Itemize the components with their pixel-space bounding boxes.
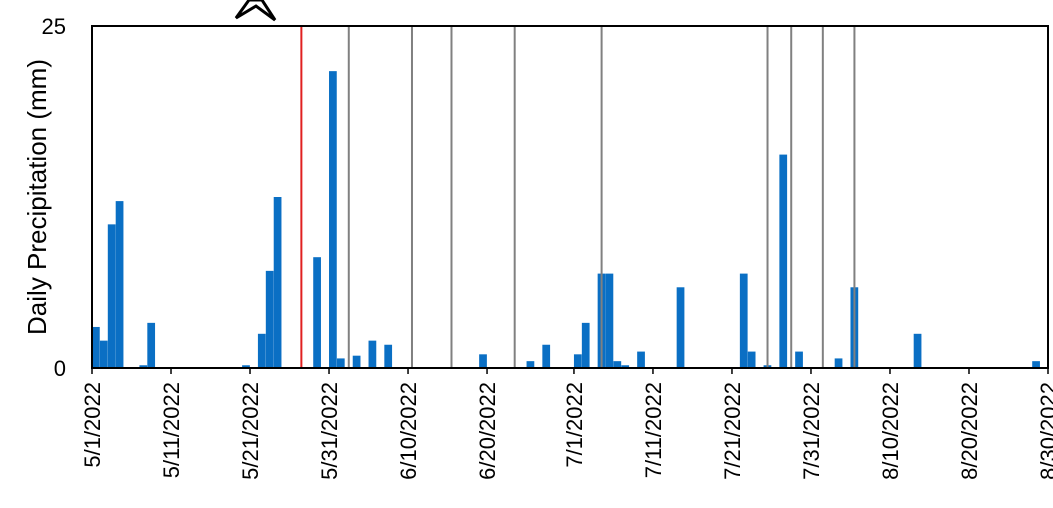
bar-2022-08-13: [913, 333, 922, 368]
bar-2022-06-03: [352, 355, 361, 368]
plot-frame: [91, 25, 1049, 369]
bar-2022-06-19: [479, 354, 487, 368]
bar-2022-05-03: [107, 224, 116, 368]
x-tick-label: 5/21/2022: [238, 382, 263, 480]
x-axis-ticks: 5/1/2022 5/11/2022 5/21/2022 5/31/2022 6/10/…: [80, 368, 1053, 480]
bar-2022-05-23: [265, 270, 274, 368]
bar-2022-06-07: [384, 344, 393, 368]
x-tick-label: 7/21/2022: [720, 382, 745, 480]
y-axis-ticks: 0 25: [42, 14, 66, 381]
bar-2022-07-05: [605, 273, 614, 368]
bar-2022-05-31: [329, 71, 337, 368]
bar-2022-07-29: [795, 351, 803, 368]
bar-2022-05-07: [139, 365, 148, 368]
bar-2022-08-03: [834, 358, 843, 368]
north-arrow-icon: [234, 0, 277, 22]
x-tick-label: 7/31/2022: [799, 382, 824, 480]
bar-2022-05-22: [257, 333, 266, 368]
bars-group: [92, 71, 1040, 368]
y-tick-label: 0: [54, 356, 66, 381]
bar-2022-07-06: [613, 361, 622, 368]
bar-2022-07-22: [739, 273, 748, 368]
y-axis-label: Daily Precipitation (mm): [22, 59, 52, 335]
event-lines-group: [300, 26, 856, 368]
bar-2022-07-01: [573, 354, 582, 368]
bar-2022-07-14: [676, 287, 685, 368]
bar-2022-07-27: [779, 154, 788, 368]
x-tick-label: 6/10/2022: [396, 382, 421, 480]
x-tick-label: 5/1/2022: [80, 382, 105, 468]
bar-2022-06-05: [368, 340, 377, 368]
x-tick-label: 5/11/2022: [159, 382, 184, 478]
x-tick-label: 8/30/2022: [1036, 382, 1053, 480]
bar-2022-06-27: [542, 344, 551, 368]
bar-2022-05-20: [242, 365, 250, 368]
bar-2022-06-25: [526, 361, 535, 368]
x-tick-label: 6/20/2022: [475, 382, 500, 480]
bar-2022-07-23: [747, 351, 756, 368]
bar-2022-07-07: [621, 365, 630, 368]
x-tick-label: 8/10/2022: [878, 382, 903, 480]
bar-2022-05-29: [313, 257, 321, 368]
bar-2022-07-09: [637, 351, 645, 368]
bar-2022-07-02: [581, 322, 590, 368]
bar-2022-05-01: [92, 326, 100, 368]
x-tick-label: 5/31/2022: [317, 382, 342, 480]
bar-2022-05-24: [273, 197, 282, 368]
x-tick-label: 7/11/2022: [641, 382, 666, 478]
bar-2022-05-04: [115, 201, 124, 368]
bar-2022-05-02: [99, 340, 108, 368]
x-tick-label: 7/1/2022: [562, 382, 587, 468]
bar-2022-06-01: [336, 358, 345, 368]
bar-2022-08-28: [1032, 361, 1040, 368]
bar-2022-05-08: [147, 322, 156, 368]
x-tick-label: 8/20/2022: [957, 382, 982, 480]
y-tick-label: 25: [42, 14, 66, 39]
